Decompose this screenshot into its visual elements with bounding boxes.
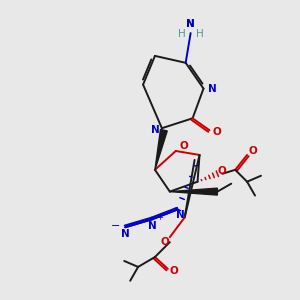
Text: H: H xyxy=(196,29,203,39)
Text: N: N xyxy=(186,19,195,29)
Polygon shape xyxy=(170,188,218,195)
Text: N: N xyxy=(208,84,217,94)
Text: H: H xyxy=(178,29,186,39)
Text: +: + xyxy=(157,213,163,222)
Text: N: N xyxy=(121,229,130,239)
Text: O: O xyxy=(249,146,257,156)
Text: N: N xyxy=(148,221,156,231)
Text: O: O xyxy=(160,237,169,247)
Text: O: O xyxy=(169,266,178,276)
Text: N: N xyxy=(176,210,185,220)
Text: N: N xyxy=(151,125,159,135)
Text: O: O xyxy=(218,166,227,176)
Text: O: O xyxy=(179,141,188,151)
Polygon shape xyxy=(155,129,167,170)
Text: −: − xyxy=(111,221,120,231)
Text: O: O xyxy=(213,127,222,137)
Text: N: N xyxy=(186,19,195,29)
